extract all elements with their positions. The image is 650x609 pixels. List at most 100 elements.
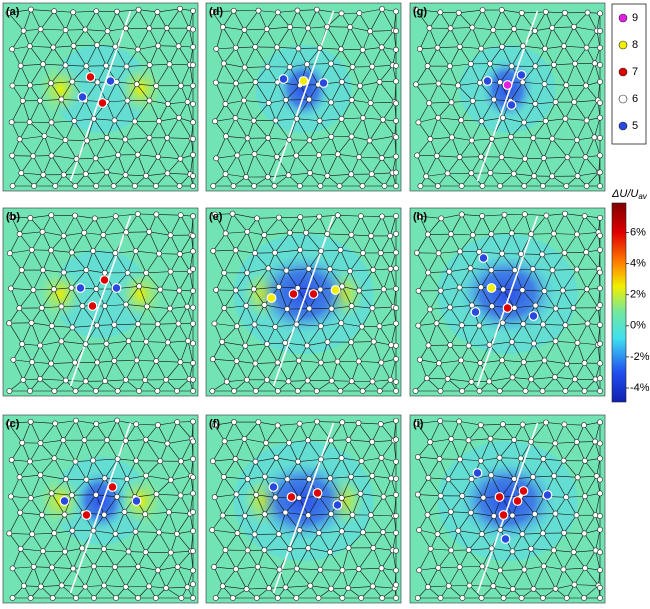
- bond: [95, 423, 108, 441]
- bond: [213, 566, 223, 587]
- node: [51, 530, 58, 537]
- bond: [337, 153, 360, 158]
- bond: [577, 460, 586, 478]
- node: [133, 457, 140, 464]
- panel-label: (d): [209, 6, 223, 18]
- node: [307, 582, 314, 589]
- bond: [244, 10, 259, 31]
- node: [551, 473, 558, 479]
- bond: [586, 100, 599, 121]
- bond: [351, 215, 362, 235]
- node: [190, 581, 196, 588]
- node: [542, 45, 548, 52]
- bond: [136, 64, 150, 85]
- bond: [32, 135, 45, 157]
- bond: [523, 343, 535, 363]
- bond: [449, 287, 460, 308]
- node: [597, 595, 603, 601]
- bond: [125, 232, 136, 252]
- bond: [514, 270, 523, 291]
- bond: [71, 232, 85, 253]
- node: [478, 531, 485, 538]
- node: [261, 473, 268, 480]
- bond: [544, 360, 556, 378]
- bond: [222, 26, 245, 31]
- bond: [226, 360, 237, 382]
- defect: [528, 311, 539, 321]
- bond: [214, 323, 223, 343]
- bond: [555, 340, 578, 344]
- bond: [555, 497, 567, 514]
- bond: [341, 66, 353, 82]
- bond: [12, 548, 21, 569]
- bond: [169, 64, 182, 86]
- bond: [216, 26, 224, 49]
- bond: [191, 216, 194, 236]
- node: [414, 491, 421, 498]
- bond: [440, 12, 451, 29]
- bond: [21, 343, 33, 363]
- node: [328, 511, 334, 517]
- node: [490, 583, 497, 589]
- bond: [480, 362, 490, 382]
- bond: [552, 270, 564, 291]
- bond: [307, 9, 318, 29]
- node: [293, 595, 300, 601]
- bond: [337, 215, 352, 235]
- node: [327, 549, 333, 556]
- bond: [451, 85, 459, 103]
- node: [164, 440, 171, 447]
- node: [92, 155, 99, 162]
- bond: [285, 497, 300, 513]
- bond: [351, 99, 364, 119]
- bond: [362, 31, 371, 50]
- node: [304, 377, 311, 384]
- bond: [180, 215, 192, 236]
- bond: [437, 47, 451, 67]
- bond: [125, 9, 139, 29]
- bond: [115, 531, 136, 535]
- node: [142, 377, 148, 383]
- bond: [372, 568, 382, 587]
- bond: [179, 234, 192, 255]
- node: [458, 117, 465, 124]
- node: [416, 567, 423, 574]
- bond: [427, 218, 442, 235]
- node: [476, 79, 483, 86]
- defect: [131, 496, 142, 506]
- bond: [329, 268, 351, 272]
- bond: [585, 63, 596, 86]
- bond: [170, 271, 180, 291]
- node: [573, 266, 580, 273]
- bond: [63, 420, 77, 441]
- bond: [177, 551, 192, 568]
- node: [254, 215, 260, 222]
- bond: [348, 532, 364, 549]
- node: [338, 495, 345, 501]
- bond: [215, 272, 225, 291]
- node: [591, 60, 598, 67]
- node: [82, 583, 89, 590]
- defect: [268, 482, 279, 492]
- bond: [449, 307, 463, 326]
- node: [521, 566, 528, 573]
- node: [265, 265, 272, 272]
- bond: [180, 158, 191, 175]
- bond: [501, 360, 513, 378]
- node: [93, 183, 100, 189]
- node: [234, 152, 241, 159]
- bond: [29, 46, 44, 65]
- bond: [296, 118, 320, 122]
- bond: [318, 153, 338, 156]
- bond: [320, 459, 331, 479]
- bond: [51, 215, 64, 236]
- bond: [417, 456, 440, 460]
- bond: [9, 249, 32, 254]
- node: [318, 248, 324, 254]
- bond: [275, 120, 290, 140]
- node: [69, 78, 76, 85]
- bond: [64, 551, 74, 569]
- bond: [359, 289, 384, 291]
- bond: [522, 533, 543, 535]
- node: [184, 303, 191, 310]
